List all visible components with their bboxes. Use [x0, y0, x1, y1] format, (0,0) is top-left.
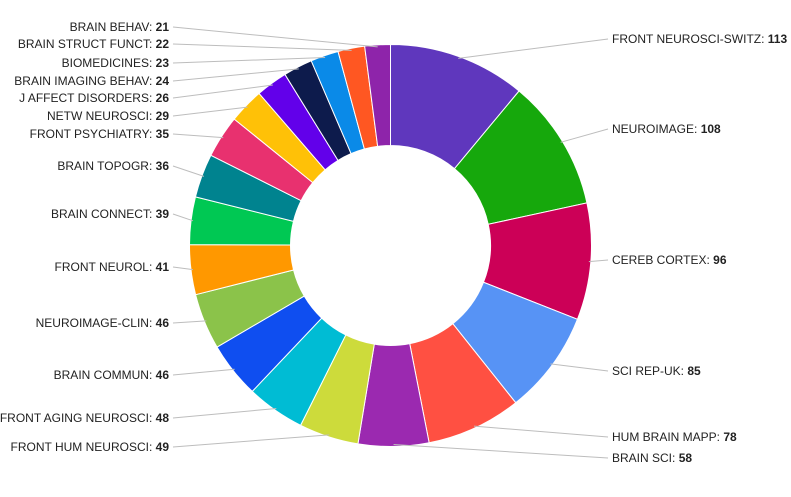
- leader-line-hum-brain-mapp: [473, 425, 609, 438]
- label-netw-neurosci: NETW NEUROSCI: 29: [47, 109, 169, 123]
- label-name: CEREB CORTEX:: [612, 253, 713, 267]
- slice-labels: FRONT NEUROSCI-SWITZ: 113 NEUROIMAGE: 108…: [0, 20, 787, 465]
- leader-line-brain-behav: [172, 26, 378, 48]
- label-name: HUM BRAIN MAPP:: [612, 430, 723, 444]
- label-value: 78: [723, 430, 737, 444]
- leader-lines: [172, 26, 609, 459]
- label-brain-connect: BRAIN CONNECT: 39: [51, 207, 169, 221]
- label-value: 113: [768, 32, 788, 46]
- label-front-neurosci-switz: FRONT NEUROSCI-SWITZ: 113: [612, 32, 787, 46]
- label-value: 48: [156, 411, 170, 425]
- label-name: BRAIN BEHAV:: [70, 20, 156, 34]
- label-value: 21: [156, 20, 170, 34]
- label-sci-rep-uk: SCI REP-UK: 85: [612, 364, 701, 378]
- label-value: 35: [156, 127, 170, 141]
- label-name: NEUROIMAGE-CLIN:: [36, 316, 156, 330]
- leader-line-cereb-cortex: [588, 259, 609, 263]
- label-name: J AFFECT DISORDERS:: [19, 91, 155, 105]
- label-name: FRONT PSYCHIATRY:: [30, 127, 156, 141]
- label-neuroimage: NEUROIMAGE: 108: [612, 122, 721, 136]
- donut-slices: [188, 43, 592, 447]
- label-cereb-cortex: CEREB CORTEX: 96: [612, 253, 727, 267]
- label-front-hum-neurosci: FRONT HUM NEUROSCI: 49: [11, 440, 170, 454]
- label-name: BRAIN STRUCT FUNCT:: [18, 37, 156, 51]
- label-value: 24: [156, 74, 170, 88]
- label-name: FRONT NEUROSCI-SWITZ:: [612, 32, 768, 46]
- label-value: 22: [156, 37, 170, 51]
- label-value: 58: [679, 451, 693, 465]
- leader-line-biomedicines: [172, 57, 326, 64]
- leader-line-brain-topogr: [172, 165, 205, 177]
- label-value: 26: [156, 91, 170, 105]
- label-name: NETW NEUROSCI:: [47, 109, 156, 123]
- label-name: BRAIN TOPOGR:: [57, 159, 155, 173]
- label-biomedicines: BIOMEDICINES: 23: [62, 56, 170, 70]
- label-brain-struct-funct: BRAIN STRUCT FUNCT: 22: [18, 37, 169, 51]
- label-name: FRONT AGING NEUROSCI:: [0, 411, 156, 425]
- label-name: FRONT NEUROL:: [55, 260, 156, 274]
- label-value: 96: [713, 253, 727, 267]
- label-name: BRAIN SCI:: [612, 451, 679, 465]
- label-front-aging-neurosci: FRONT AGING NEUROSCI: 48: [0, 411, 169, 425]
- leader-line-netw-neurosci: [172, 106, 248, 117]
- label-brain-topogr: BRAIN TOPOGR: 36: [57, 159, 169, 173]
- label-value: 29: [156, 109, 170, 123]
- label-name: BRAIN CONNECT:: [51, 207, 156, 221]
- label-name: NEUROIMAGE:: [612, 122, 701, 136]
- label-name: FRONT HUM NEUROSCI:: [11, 440, 156, 454]
- leader-line-brain-imaging-behav: [172, 68, 299, 82]
- leader-line-neuroimage: [560, 128, 609, 143]
- label-name: SCI REP-UK:: [612, 364, 687, 378]
- label-brain-commun: BRAIN COMMUN: 46: [54, 368, 170, 382]
- leader-line-front-neurol: [172, 266, 194, 271]
- leader-line-front-aging-neurosci: [172, 407, 277, 419]
- label-front-neurol: FRONT NEUROL: 41: [55, 260, 170, 274]
- leader-line-j-affect-disorders: [172, 84, 273, 99]
- label-value: 85: [687, 364, 701, 378]
- label-name: BRAIN IMAGING BEHAV:: [14, 74, 155, 88]
- leader-line-brain-connect: [172, 213, 194, 222]
- leader-line-neuroimage-clin: [172, 320, 207, 324]
- leader-line-brain-commun: [172, 368, 235, 376]
- label-name: BIOMEDICINES:: [62, 56, 156, 70]
- label-value: 46: [156, 316, 170, 330]
- leader-line-brain-sci: [393, 443, 609, 459]
- label-value: 39: [156, 207, 170, 221]
- label-value: 49: [156, 440, 170, 454]
- slice-brain-behav[interactable]: [364, 43, 391, 147]
- label-front-psychiatry: FRONT PSYCHIATRY: 35: [30, 127, 170, 141]
- leader-line-front-psychiatry: [172, 133, 224, 139]
- leader-line-front-hum-neurosci: [172, 434, 330, 448]
- label-brain-behav: BRAIN BEHAV: 21: [70, 20, 170, 34]
- label-value: 41: [156, 260, 170, 274]
- label-value: 46: [156, 368, 170, 382]
- label-j-affect-disorders: J AFFECT DISORDERS: 26: [19, 91, 169, 105]
- leader-line-brain-struct-funct: [172, 43, 352, 51]
- label-name: BRAIN COMMUN:: [54, 368, 156, 382]
- label-neuroimage-clin: NEUROIMAGE-CLIN: 46: [36, 316, 170, 330]
- label-brain-sci: BRAIN SCI: 58: [612, 451, 692, 465]
- label-value: 23: [156, 56, 170, 70]
- leader-line-front-neurosci-switz: [458, 38, 609, 59]
- label-value: 36: [156, 159, 170, 173]
- label-hum-brain-mapp: HUM BRAIN MAPP: 78: [612, 430, 737, 444]
- label-value: 108: [701, 122, 721, 136]
- leader-line-sci-rep-uk: [550, 363, 609, 372]
- label-brain-imaging-behav: BRAIN IMAGING BEHAV: 24: [14, 74, 169, 88]
